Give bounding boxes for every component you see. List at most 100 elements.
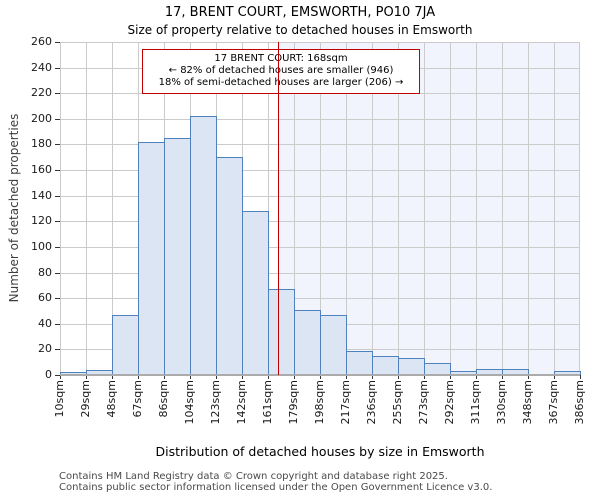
y-tick-label: 200 [31, 111, 52, 125]
y-tick-label: 80 [38, 265, 52, 279]
x-tick-mark [398, 375, 399, 379]
annotation-line2: ← 82% of detached houses are smaller (94… [168, 65, 394, 76]
y-tick-mark [55, 221, 60, 223]
y-tick-label: 160 [31, 163, 52, 177]
y-tick-label: 60 [38, 291, 52, 305]
y-tick-label: 100 [31, 239, 52, 253]
vertical-gridline [528, 42, 529, 375]
x-tick-mark [580, 375, 581, 379]
chart-subtitle: Size of property relative to detached ho… [127, 23, 473, 37]
y-tick-mark [55, 42, 60, 43]
x-tick-mark [242, 375, 243, 379]
x-tick-label: 292sqm [442, 380, 456, 425]
chart-title: 17, BRENT COURT, EMSWORTH, PO10 7JA [164, 5, 436, 20]
histogram-bar [294, 309, 321, 375]
footer-attribution-line2: Contains public sector information licen… [59, 482, 493, 493]
x-tick-mark [86, 375, 87, 379]
horizontal-gridline [60, 144, 580, 146]
x-tick-label: 161sqm [260, 380, 274, 425]
annotation-line1: 17 BRENT COURT: 168sqm [214, 53, 348, 64]
horizontal-gridline [60, 246, 580, 248]
vertical-gridline [372, 42, 373, 375]
y-tick-label: 20 [38, 342, 52, 356]
y-tick-mark [55, 246, 60, 248]
y-tick-label: 140 [31, 188, 52, 202]
y-tick-label: 40 [38, 316, 52, 330]
histogram-bar [398, 358, 425, 375]
y-tick-mark [55, 349, 60, 351]
y-tick-mark [55, 323, 60, 325]
annotation-line3: 18% of semi-detached houses are larger (… [158, 77, 404, 88]
y-tick-mark [55, 144, 60, 146]
histogram-bar [216, 157, 243, 375]
y-tick-mark [55, 118, 60, 120]
x-tick-label: 29sqm [78, 380, 92, 418]
histogram-bar [242, 211, 269, 375]
x-tick-label: 236sqm [364, 380, 378, 425]
x-tick-label: 104sqm [182, 380, 196, 425]
vertical-gridline [502, 42, 503, 375]
x-tick-label: 386sqm [572, 380, 586, 425]
vertical-gridline [320, 42, 321, 375]
x-tick-label: 217sqm [338, 380, 352, 425]
x-axis-title: Distribution of detached houses by size … [155, 444, 485, 459]
y-tick-mark [55, 298, 60, 300]
y-tick-mark [55, 93, 60, 95]
vertical-gridline [346, 42, 347, 375]
x-axis-line [60, 374, 580, 376]
horizontal-gridline [60, 170, 580, 172]
x-tick-mark [502, 375, 503, 379]
x-tick-mark [346, 375, 347, 379]
vertical-gridline [112, 42, 113, 375]
x-tick-label: 67sqm [130, 380, 144, 418]
x-tick-label: 348sqm [520, 380, 534, 425]
x-tick-mark [294, 375, 295, 379]
x-tick-label: 86sqm [156, 380, 170, 418]
x-tick-mark [60, 375, 61, 379]
y-tick-label: 260 [31, 35, 52, 48]
x-tick-label: 330sqm [494, 380, 508, 425]
vertical-gridline [86, 42, 87, 375]
horizontal-gridline [60, 298, 580, 300]
y-tick-label: 0 [45, 368, 52, 381]
histogram-bar [320, 314, 347, 375]
x-tick-label: 123sqm [208, 380, 222, 425]
x-tick-label: 273sqm [416, 380, 430, 425]
x-tick-mark [164, 375, 165, 379]
horizontal-gridline [60, 118, 580, 120]
x-tick-mark [320, 375, 321, 379]
x-tick-mark [190, 375, 191, 379]
y-tick-label: 180 [31, 137, 52, 151]
vertical-gridline [554, 42, 555, 375]
x-tick-label: 367sqm [546, 380, 560, 425]
horizontal-gridline [60, 221, 580, 223]
vertical-gridline [476, 42, 477, 375]
x-tick-mark [528, 375, 529, 379]
x-tick-mark [476, 375, 477, 379]
histogram-bar [372, 355, 399, 375]
horizontal-gridline [60, 42, 580, 43]
x-tick-mark [216, 375, 217, 379]
x-tick-mark [554, 375, 555, 379]
y-tick-mark [55, 170, 60, 172]
histogram-bar [112, 314, 139, 375]
vertical-gridline [398, 42, 399, 375]
histogram-bar [268, 289, 295, 375]
x-tick-label: 198sqm [312, 380, 326, 425]
histogram-bar [164, 138, 191, 375]
footer-attribution-line1: Contains HM Land Registry data © Crown c… [59, 471, 448, 482]
y-tick-label: 120 [31, 214, 52, 228]
vertical-gridline [424, 42, 425, 375]
histogram-bar [138, 141, 165, 375]
annotation-box: 17 BRENT COURT: 168sqm ← 82% of detached… [142, 49, 420, 94]
vertical-gridline [294, 42, 295, 375]
horizontal-gridline [60, 272, 580, 274]
x-tick-label: 255sqm [390, 380, 404, 425]
histogram-bar [190, 116, 217, 375]
horizontal-gridline [60, 195, 580, 197]
x-tick-label: 48sqm [104, 380, 118, 418]
x-tick-mark [450, 375, 451, 379]
x-tick-mark [372, 375, 373, 379]
property-size-marker-line [277, 42, 280, 375]
vertical-gridline [268, 42, 269, 375]
